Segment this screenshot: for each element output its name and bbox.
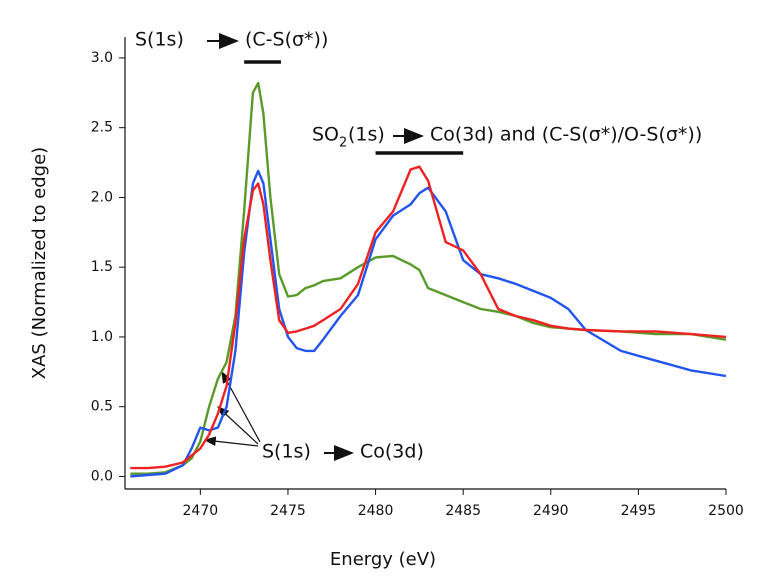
annotation: Co(3d) and (C-S(σ*)/O-S(σ*)) [430,124,702,146]
y-tick-label: 1.0 [91,329,113,345]
y-tick-label: 2.5 [91,120,113,136]
x-tick-label: 2480 [358,503,394,519]
y-tick-label: 0.0 [91,468,113,484]
x-tick-label: 2475 [270,503,306,519]
y-tick-label: 1.5 [91,259,113,275]
annotation: (1s) [348,124,385,146]
x-tick-label: 2495 [621,503,657,519]
series-line [130,165,727,470]
x-tick-label: 2490 [533,503,569,519]
y-tick-label: 2.0 [91,189,113,205]
annotation: SO [312,124,339,146]
annotation: S(1s) [135,29,184,51]
series-line [130,169,727,478]
y-axis-label: XAS (Normalized to edge) [29,147,50,379]
arrow [221,370,261,443]
y-tick-label: 3.0 [91,50,113,66]
annotation: (C-S(σ*)) [245,29,328,51]
x-axis-label: Energy (eV) [330,549,436,570]
annotation: S(1s) [262,441,311,463]
annotation: Co(3d) [360,441,424,463]
x-tick-label: 2470 [183,503,219,519]
x-tick-label: 2500 [708,503,744,519]
series-line [130,81,727,475]
annotation: 2 [339,136,347,151]
x-tick-label: 2485 [445,503,481,519]
arrow [203,436,259,447]
y-tick-label: 0.5 [91,399,113,415]
